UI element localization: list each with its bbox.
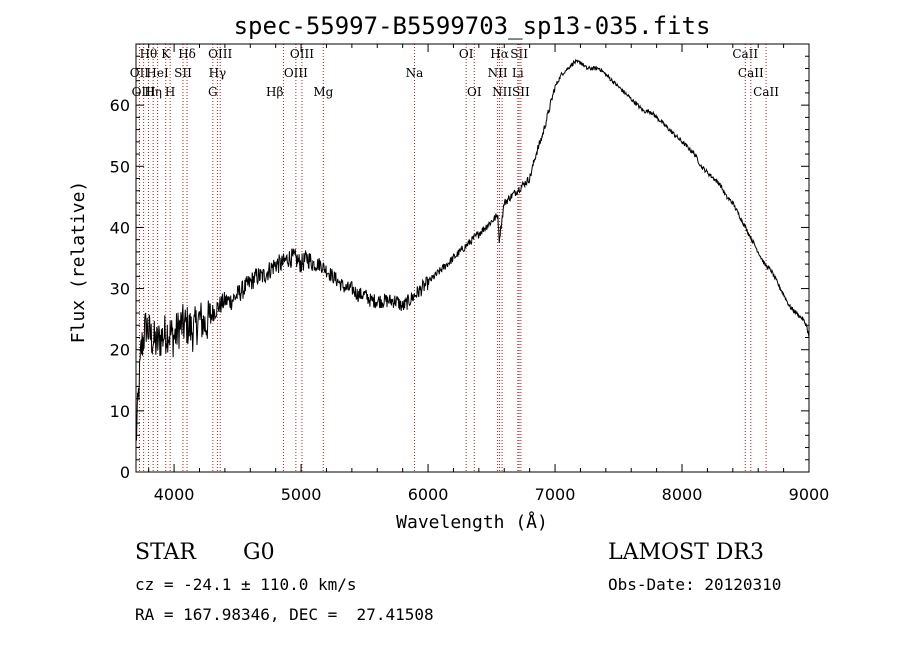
marker-label: OI xyxy=(467,85,482,99)
marker-label: CaII xyxy=(753,85,779,99)
marker-label: HeI xyxy=(146,66,169,80)
marker-label: Hδ xyxy=(178,47,196,61)
y-tick-label: 10 xyxy=(110,402,130,421)
x-axis-label: Wavelength (Å) xyxy=(396,511,548,533)
object-class: STAR xyxy=(135,540,196,565)
marker-label: CaII xyxy=(738,66,764,80)
marker-label: NII xyxy=(492,85,512,99)
object-subclass: G0 xyxy=(243,540,275,565)
line-markers: HθOIIOIIIHηHeIKHSIIHδGHγOIIIHβOIIIOIIIMg… xyxy=(130,44,779,472)
marker-label: Mg xyxy=(313,85,333,99)
marker-label: SII xyxy=(510,47,528,61)
marker-label: SII xyxy=(512,85,530,99)
marker-label: Hγ xyxy=(209,66,227,80)
plot-frame xyxy=(135,43,810,473)
x-tick-label: 8000 xyxy=(662,485,703,504)
marker-label: Na xyxy=(406,66,424,80)
y-tick-label: 0 xyxy=(120,463,130,482)
x-tick-label: 6000 xyxy=(408,485,449,504)
chart-title: spec-55997-B5599703_sp13-035.fits xyxy=(234,12,711,40)
survey-label: LAMOST DR3 xyxy=(608,540,764,565)
marker-label: Hβ xyxy=(266,85,283,99)
x-tick-label: 4000 xyxy=(154,485,195,504)
marker-label: OII xyxy=(130,66,150,80)
obs-date: Obs-Date: 20120310 xyxy=(608,575,782,594)
marker-label: NII xyxy=(488,66,508,80)
marker-label: Li xyxy=(512,66,524,80)
marker-label: H xyxy=(165,85,175,99)
x-axis: 4000 5000 6000 7000 8000 9000 xyxy=(148,44,830,504)
y-tick-label: 60 xyxy=(110,96,130,115)
coordinates: RA = 167.98346, DEC = 27.41508 xyxy=(135,605,434,624)
marker-label: OIII xyxy=(208,47,232,61)
marker-label: G xyxy=(208,85,218,99)
y-tick-label: 30 xyxy=(110,280,130,299)
marker-label: Hθ xyxy=(140,47,158,61)
marker-label: OIII xyxy=(284,66,308,80)
marker-label: OIII xyxy=(132,85,156,99)
marker-label: OI xyxy=(459,47,474,61)
y-tick-label: 50 xyxy=(110,157,130,176)
marker-label: Hη xyxy=(144,85,162,99)
marker-label: CaII xyxy=(732,47,758,61)
y-axis-label: Flux (relative) xyxy=(68,181,89,344)
x-tick-label: 5000 xyxy=(281,485,322,504)
velocity-readout: cz = -24.1 ± 110.0 km/s xyxy=(135,575,357,594)
marker-label: OIII xyxy=(290,47,314,61)
flux-series xyxy=(135,58,810,441)
marker-label: SII xyxy=(174,66,192,80)
flux-line xyxy=(135,58,810,441)
y-tick-label: 20 xyxy=(110,341,130,360)
y-axis: 0 10 20 30 40 50 60 xyxy=(110,55,809,482)
x-tick-label: 9000 xyxy=(789,485,830,504)
y-tick-label: 40 xyxy=(110,218,130,237)
marker-label: Hα xyxy=(490,47,509,61)
marker-label: K xyxy=(161,47,171,61)
x-tick-label: 7000 xyxy=(535,485,576,504)
